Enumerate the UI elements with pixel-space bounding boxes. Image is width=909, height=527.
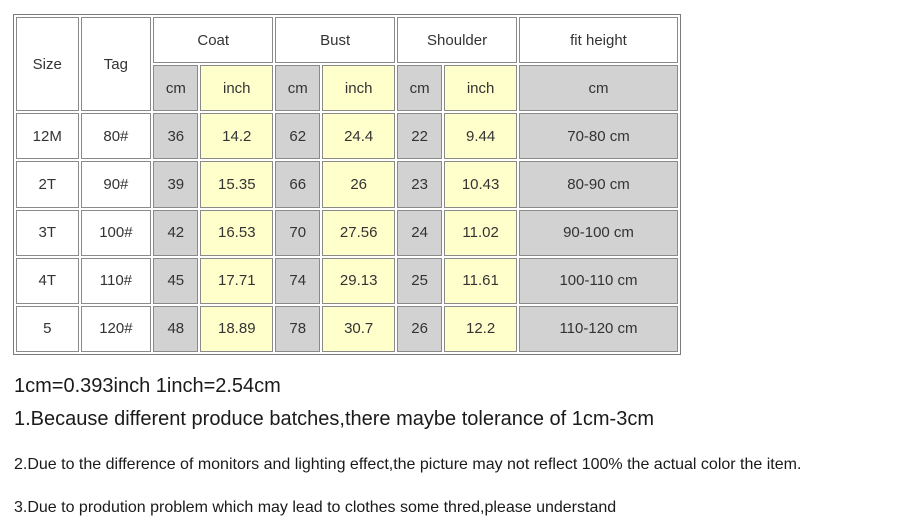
unit-bust-inch: inch bbox=[322, 65, 396, 112]
cell-fit-height: 70-80 cm bbox=[519, 113, 678, 160]
cell-size: 2T bbox=[16, 161, 79, 208]
size-chart-body: Size Tag Coat Bust Shoulder fit height c… bbox=[16, 17, 678, 352]
cell-bust-cm: 62 bbox=[275, 113, 321, 160]
cell-fit-height: 90-100 cm bbox=[519, 209, 678, 256]
note-tolerance: 1.Because different produce batches,ther… bbox=[14, 408, 654, 430]
note-monitor-color: 2.Due to the difference of monitors and … bbox=[14, 456, 802, 473]
cell-bust-cm: 78 bbox=[275, 305, 321, 352]
header-bust: Bust bbox=[275, 17, 396, 64]
cell-coat-cm: 48 bbox=[153, 305, 199, 352]
cell-bust-inch: 29.13 bbox=[322, 257, 396, 304]
table-row: 12M 80# 36 14.2 62 24.4 22 9.44 70-80 cm bbox=[16, 113, 678, 160]
size-chart-table: Size Tag Coat Bust Shoulder fit height c… bbox=[13, 14, 681, 355]
cell-shoulder-cm: 22 bbox=[397, 113, 443, 160]
unit-shoulder-cm: cm bbox=[397, 65, 443, 112]
cell-size: 5 bbox=[16, 305, 79, 352]
header-shoulder: Shoulder bbox=[397, 17, 518, 64]
header-coat: Coat bbox=[153, 17, 274, 64]
cell-bust-cm: 70 bbox=[275, 209, 321, 256]
cell-fit-height: 110-120 cm bbox=[519, 305, 678, 352]
cell-shoulder-inch: 11.02 bbox=[444, 209, 518, 256]
header-tag: Tag bbox=[80, 17, 152, 112]
unit-bust-cm: cm bbox=[275, 65, 321, 112]
cell-coat-cm: 36 bbox=[153, 113, 199, 160]
cell-size: 4T bbox=[16, 257, 79, 304]
cell-bust-inch: 27.56 bbox=[322, 209, 396, 256]
unit-coat-inch: inch bbox=[200, 65, 274, 112]
cell-coat-inch: 16.53 bbox=[200, 209, 274, 256]
cell-coat-cm: 45 bbox=[153, 257, 199, 304]
cell-fit-height: 100-110 cm bbox=[519, 257, 678, 304]
cell-shoulder-inch: 9.44 bbox=[444, 113, 518, 160]
unit-fit-height-cm: cm bbox=[519, 65, 678, 112]
unit-coat-cm: cm bbox=[153, 65, 199, 112]
cell-bust-inch: 26 bbox=[322, 161, 396, 208]
cell-bust-inch: 24.4 bbox=[322, 113, 396, 160]
cell-tag: 100# bbox=[80, 209, 152, 256]
header-size: Size bbox=[16, 17, 79, 112]
header-row: Size Tag Coat Bust Shoulder fit height bbox=[16, 17, 678, 112]
conversion-note: 1cm=0.393inch 1inch=2.54cm bbox=[14, 375, 281, 397]
cell-tag: 120# bbox=[80, 305, 152, 352]
cell-size: 12M bbox=[16, 113, 79, 160]
cell-shoulder-inch: 12.2 bbox=[444, 305, 518, 352]
table-row: 2T 90# 39 15.35 66 26 23 10.43 80-90 cm bbox=[16, 161, 678, 208]
cell-tag: 110# bbox=[80, 257, 152, 304]
cell-coat-inch: 17.71 bbox=[200, 257, 274, 304]
note-production-thread: 3.Due to prodution problem which may lea… bbox=[14, 499, 617, 516]
table-row: 4T 110# 45 17.71 74 29.13 25 11.61 100-110 cm bbox=[16, 257, 678, 304]
cell-shoulder-cm: 25 bbox=[397, 257, 443, 304]
cell-fit-height: 80-90 cm bbox=[519, 161, 678, 208]
cell-coat-cm: 39 bbox=[153, 161, 199, 208]
table-row: 3T 100# 42 16.53 70 27.56 24 11.02 90-100 cm bbox=[16, 209, 678, 256]
cell-shoulder-cm: 26 bbox=[397, 305, 443, 352]
cell-shoulder-inch: 11.61 bbox=[444, 257, 518, 304]
cell-coat-inch: 18.89 bbox=[200, 305, 274, 352]
cell-shoulder-cm: 23 bbox=[397, 161, 443, 208]
cell-bust-cm: 74 bbox=[275, 257, 321, 304]
cell-bust-inch: 30.7 bbox=[322, 305, 396, 352]
header-fit-height: fit height bbox=[519, 17, 678, 64]
table-row: 5 120# 48 18.89 78 30.7 26 12.2 110-120 cm bbox=[16, 305, 678, 352]
unit-shoulder-inch: inch bbox=[444, 65, 518, 112]
cell-coat-cm: 42 bbox=[153, 209, 199, 256]
cell-tag: 80# bbox=[80, 113, 152, 160]
cell-tag: 90# bbox=[80, 161, 152, 208]
cell-size: 3T bbox=[16, 209, 79, 256]
cell-bust-cm: 66 bbox=[275, 161, 321, 208]
unit-row: cm inch cm inch cm inch cm bbox=[16, 65, 678, 112]
cell-shoulder-inch: 10.43 bbox=[444, 161, 518, 208]
cell-coat-inch: 15.35 bbox=[200, 161, 274, 208]
cell-coat-inch: 14.2 bbox=[200, 113, 274, 160]
cell-shoulder-cm: 24 bbox=[397, 209, 443, 256]
